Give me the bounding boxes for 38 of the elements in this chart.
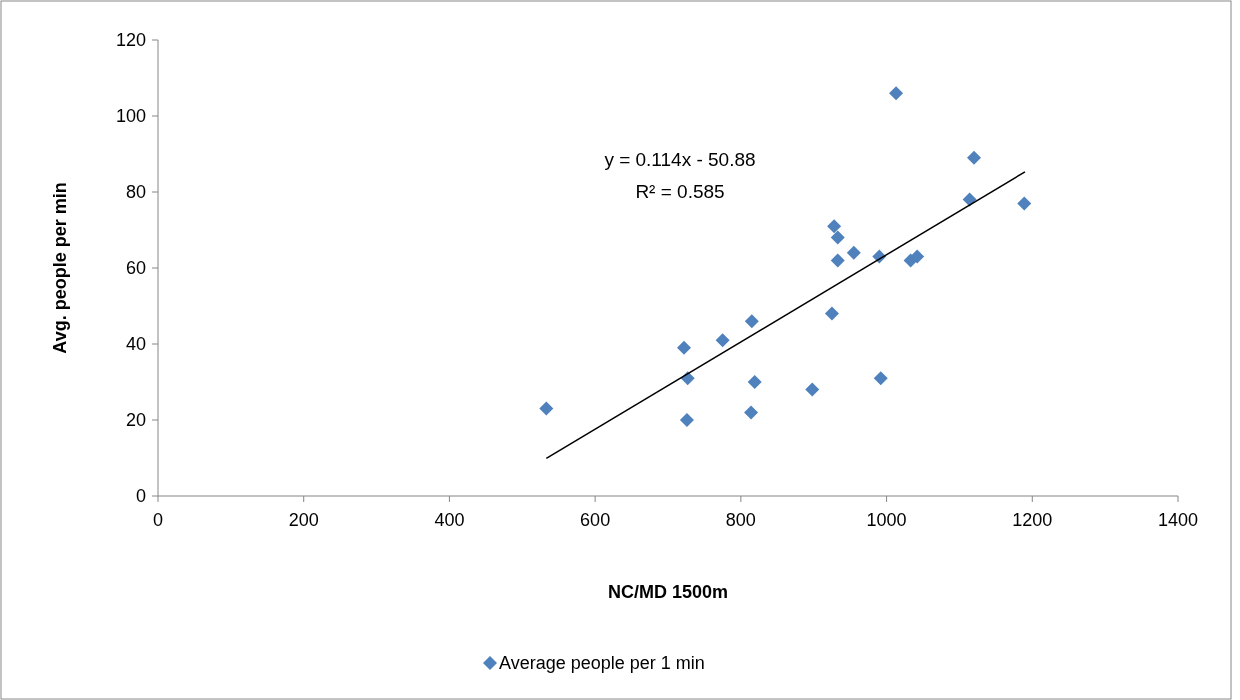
y-tick-label: 20 [125,410,146,431]
x-tick-label: 1400 [1157,510,1199,530]
x-tick-label: 1200 [1012,510,1053,530]
point [889,86,904,101]
point [967,150,981,165]
y-tick-label: 100 [115,106,146,127]
point [679,413,694,427]
point [744,314,759,329]
point [747,375,762,389]
point [744,405,759,420]
point [873,371,888,386]
point [1017,196,1032,211]
legend-label: Average people per 1 min [499,653,705,674]
point [830,253,845,268]
point [824,306,839,321]
x-axis-title: NC/MD 1500m [607,582,729,602]
annotation: y = 0.114x - 50.88 [604,149,756,170]
point [830,230,845,245]
point [677,340,692,355]
y-tick-label: 0 [135,486,146,507]
y-tick-label: 60 [125,258,146,279]
x-tick-label: 800 [725,510,756,530]
x-tick-label: 600 [580,510,611,530]
x-tick-label: 200 [288,510,319,530]
x-tick-label: 1000 [866,510,907,530]
annotation: R² = 0.585 [635,181,725,202]
y-axis-title: Avg. people per min [50,182,70,354]
point [827,219,842,234]
y-tick-label: 120 [115,30,146,51]
y-tick-label: 40 [125,334,146,355]
y-tick-label: 80 [125,182,146,203]
x-tick-label: 0 [152,510,164,530]
point [805,382,820,397]
point [715,333,730,348]
point [539,401,554,416]
point [910,249,925,264]
x-tick-label: 400 [434,510,465,530]
point [846,245,861,260]
